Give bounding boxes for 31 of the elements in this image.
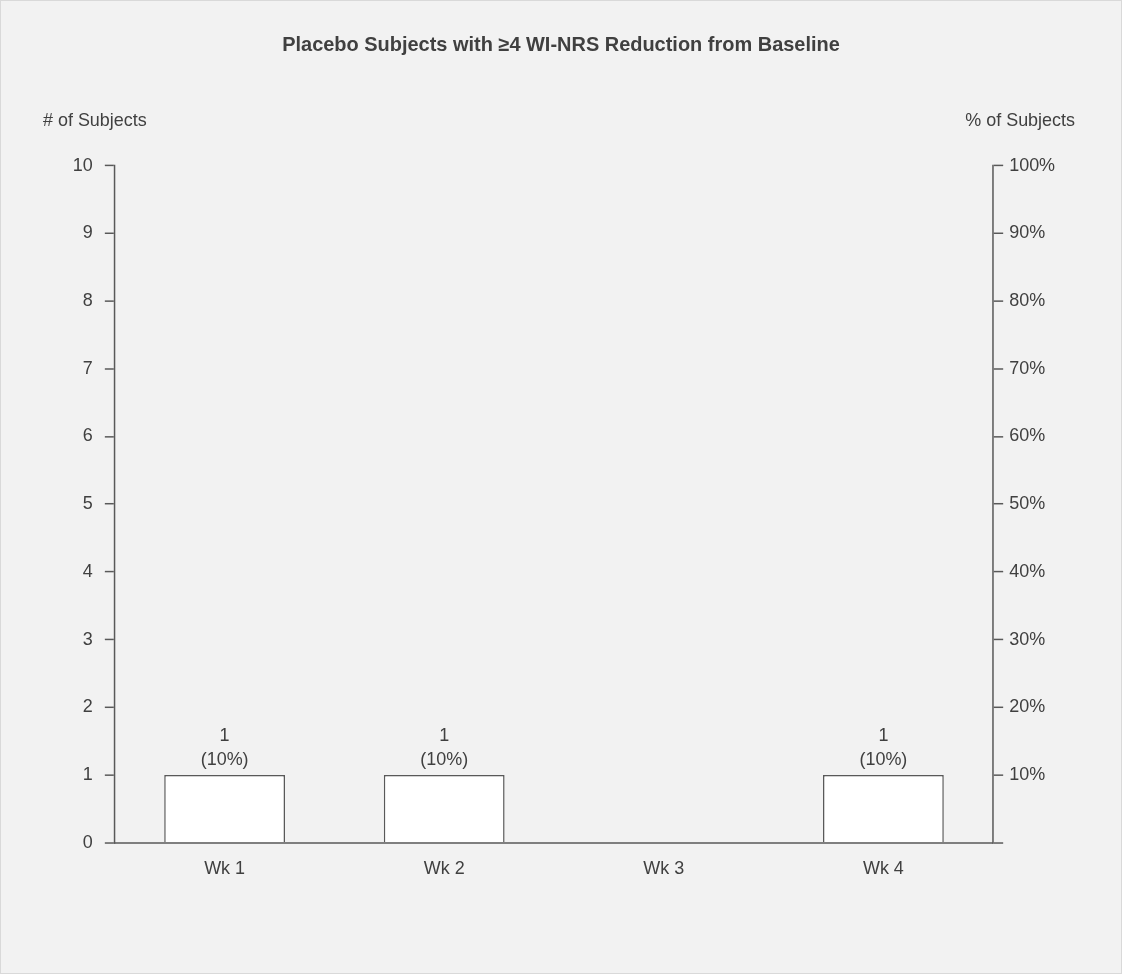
y-tick-label: 10 xyxy=(72,154,93,175)
y2-tick-label: 70% xyxy=(1009,357,1046,378)
y2-tick-label: 20% xyxy=(1009,696,1046,717)
y2-tick-label: 100% xyxy=(1009,154,1056,175)
y-tick-label: 1 xyxy=(82,763,93,784)
y2-tick-label: 90% xyxy=(1009,222,1046,243)
y-tick-label: 5 xyxy=(82,493,93,514)
y-tick-label: 7 xyxy=(82,357,93,378)
y-tick-label: 3 xyxy=(82,628,93,649)
x-tick-label: Wk 3 xyxy=(643,858,685,879)
x-tick-label: Wk 1 xyxy=(204,858,246,879)
y-tick-label: 6 xyxy=(82,425,93,446)
y2-tick-label: 60% xyxy=(1009,425,1046,446)
chart-title: Placebo Subjects with ≥4 WI-NRS Reduction from Baseline xyxy=(282,33,840,56)
y-tick-label: 2 xyxy=(82,696,93,717)
x-tick-label: Wk 4 xyxy=(862,858,904,879)
y-tick-label: 0 xyxy=(82,831,93,852)
y2-axis-title: % of Subjects xyxy=(965,109,1076,130)
y-tick-label: 8 xyxy=(82,290,93,311)
x-tick-label: Wk 2 xyxy=(423,858,465,879)
data-label: 1 (10%) xyxy=(420,725,469,769)
y2-tick-label: 10% xyxy=(1009,763,1046,784)
y-tick-label: 9 xyxy=(82,222,93,243)
data-label: 1 (10%) xyxy=(859,725,908,769)
y2-tick-label: 50% xyxy=(1009,493,1046,514)
y-tick-label: 4 xyxy=(82,560,93,581)
y-axis-title: # of Subjects xyxy=(42,109,147,130)
y2-tick-label: 30% xyxy=(1009,628,1046,649)
y2-tick-label: 40% xyxy=(1009,560,1046,581)
y2-tick-label: 80% xyxy=(1009,290,1046,311)
data-label: 1 (10%) xyxy=(200,725,249,769)
